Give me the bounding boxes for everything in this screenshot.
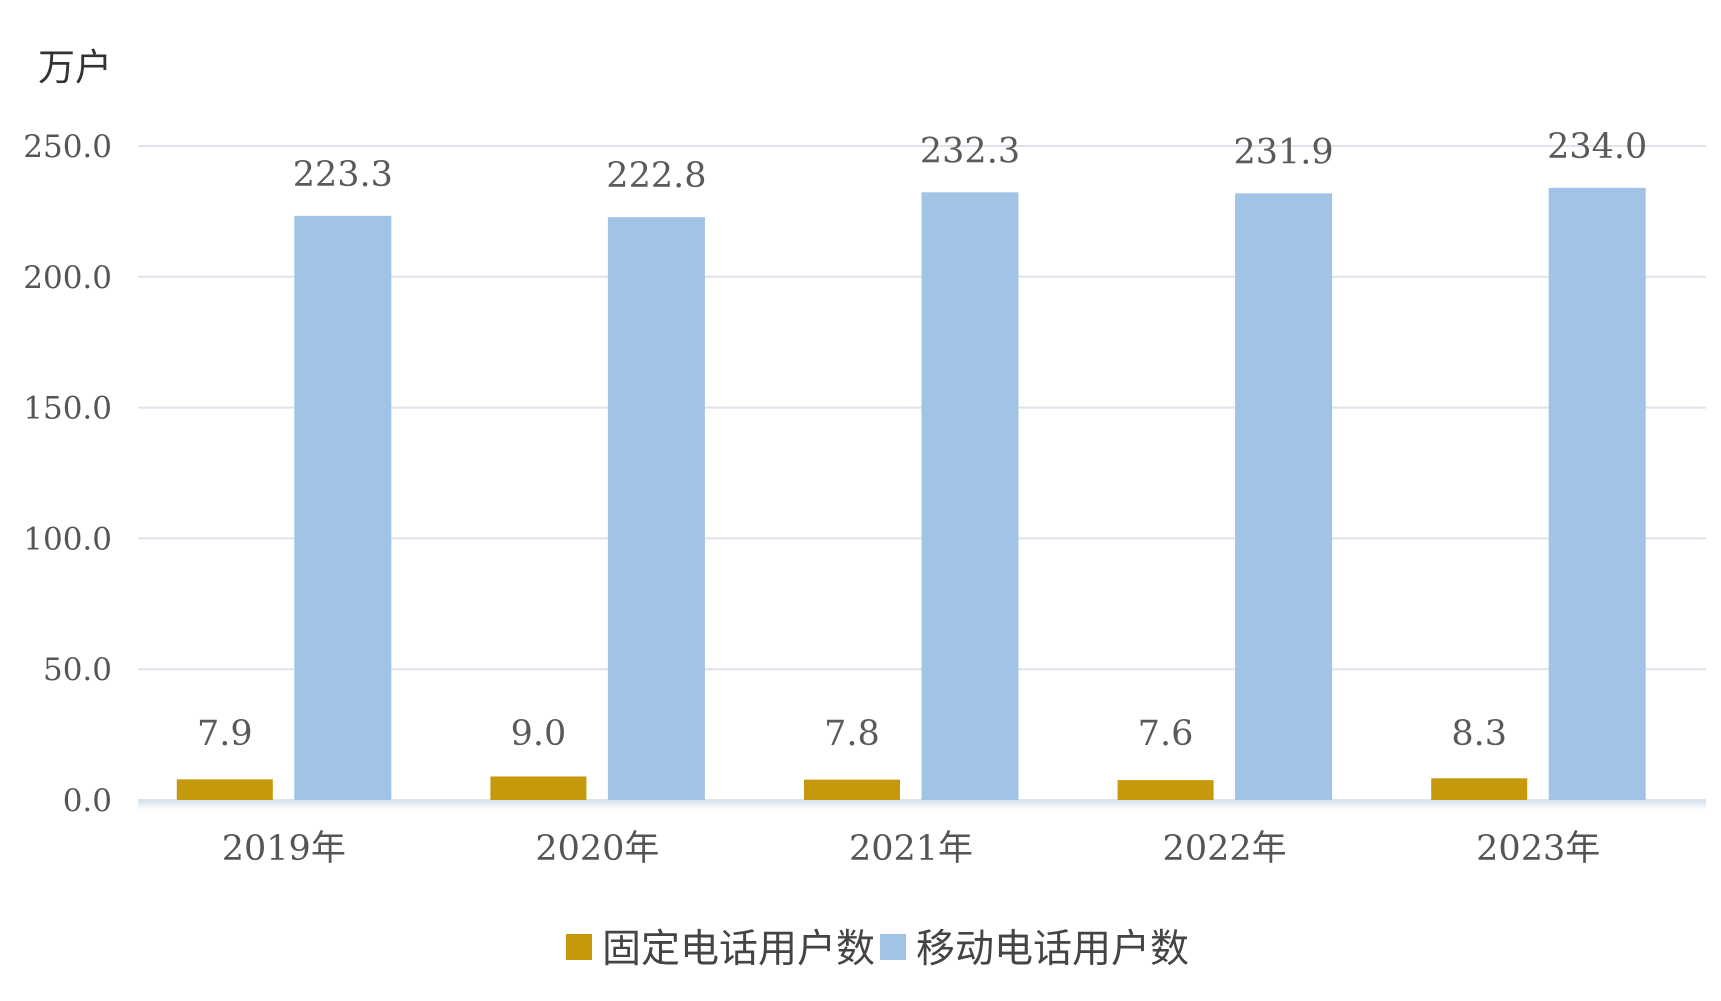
legend-swatch [566,934,592,960]
bar-mobile-phone [921,192,1019,800]
x-tick-label: 2019年 [222,829,346,869]
bar-mobile-phone [607,217,705,800]
data-label: 8.3 [1451,714,1507,754]
y-tick-label: 50.0 [43,652,112,688]
data-label: 7.6 [1138,714,1194,754]
bar-fixed-phone [176,779,273,800]
y-tick-label: 0.0 [63,783,112,819]
x-tick-label: 2020年 [535,829,659,869]
data-labels: 7.9 223.3 9.0 222.8 7.8 232.3 7.6 231.9 8.3 234.0 [197,127,1647,754]
data-label: 232.3 [920,131,1020,171]
bar-fixed-phone [490,776,587,800]
data-label: 222.8 [606,156,706,196]
legend-item-mobile-phone: 移动电话用户数 [880,927,1189,972]
x-tick-label: 2021年 [849,829,973,869]
bar-fixed-phone [1431,778,1528,800]
x-axis-ticks: 2019年 2020年 2021年 2022年 2023年 [222,829,1600,869]
data-label: 231.9 [1233,132,1333,172]
x-tick-label: 2023年 [1476,829,1600,869]
y-tick-label: 200.0 [23,260,112,296]
data-label: 9.0 [511,714,567,754]
legend-label: 固定电话用户数 [602,927,875,972]
y-tick-label: 100.0 [23,521,112,557]
y-axis-unit-label: 万户 [38,46,112,89]
bar-fixed-phone [804,779,900,800]
bar-mobile-phone [294,215,392,801]
x-tick-label: 2022年 [1163,829,1287,869]
y-tick-label: 150.0 [23,391,112,427]
legend: 固定电话用户数 移动电话用户数 [566,927,1189,972]
bars [176,187,1646,801]
y-axis-ticks: 0.0 50.0 100.0 150.0 200.0 250.0 [23,129,112,819]
data-label: 7.9 [197,714,253,754]
data-label: 7.8 [824,714,880,754]
baseline-shadow [138,800,1706,814]
data-label: 234.0 [1547,127,1647,167]
y-tick-label: 250.0 [23,129,112,165]
legend-item-fixed-phone: 固定电话用户数 [566,927,875,972]
bar-mobile-phone [1235,193,1333,800]
legend-swatch [880,934,906,960]
data-label: 223.3 [293,155,393,195]
bar-fixed-phone [1117,780,1214,800]
bar-mobile-phone [1548,187,1646,800]
legend-label: 移动电话用户数 [916,927,1189,972]
